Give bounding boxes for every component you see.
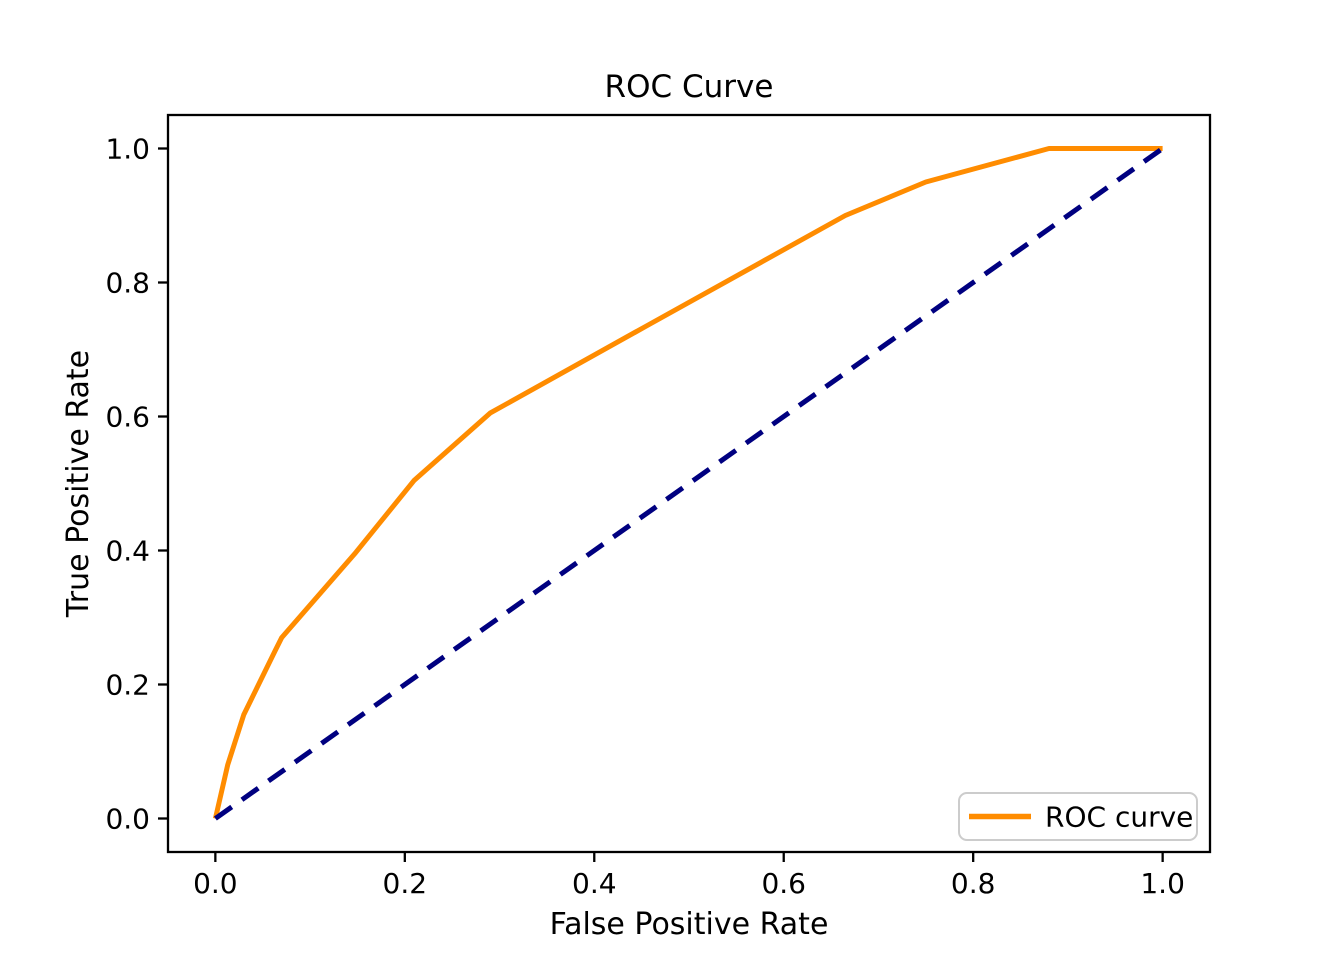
- legend: ROC curve: [958, 792, 1198, 841]
- y-tick-label: 1.0: [105, 133, 150, 166]
- y-axis-label: True Positive Rate: [61, 350, 96, 618]
- x-axis-ticks: 0.0 0.2 0.4 0.6 0.8 1.0: [193, 852, 1185, 900]
- x-tick-label: 0.2: [383, 867, 428, 900]
- y-tick-label: 0.2: [105, 669, 150, 702]
- x-tick-label: 0.0: [193, 867, 238, 900]
- x-tick-label: 0.4: [572, 867, 617, 900]
- x-tick-label: 0.6: [761, 867, 806, 900]
- chart-title: ROC Curve: [605, 69, 774, 105]
- y-tick-label: 0.8: [105, 267, 150, 300]
- x-axis-label: False Positive Rate: [550, 907, 829, 942]
- plot-area: [168, 115, 1210, 852]
- roc-curve-line: [212, 146, 1163, 820]
- y-tick-label: 0.6: [105, 401, 150, 434]
- legend-label: ROC curve: [1045, 801, 1193, 834]
- series-lines: [212, 146, 1165, 821]
- legend-box: [958, 792, 1198, 841]
- x-tick-label: 0.8: [951, 867, 996, 900]
- axes-spines: [166, 113, 1212, 854]
- y-tick-label: 0.4: [105, 535, 150, 568]
- y-tick-label: 0.0: [105, 803, 150, 836]
- y-axis-ticks: 0.0 0.2 0.4 0.6 0.8 1.0: [105, 133, 168, 836]
- x-tick-label: 1.0: [1140, 867, 1185, 900]
